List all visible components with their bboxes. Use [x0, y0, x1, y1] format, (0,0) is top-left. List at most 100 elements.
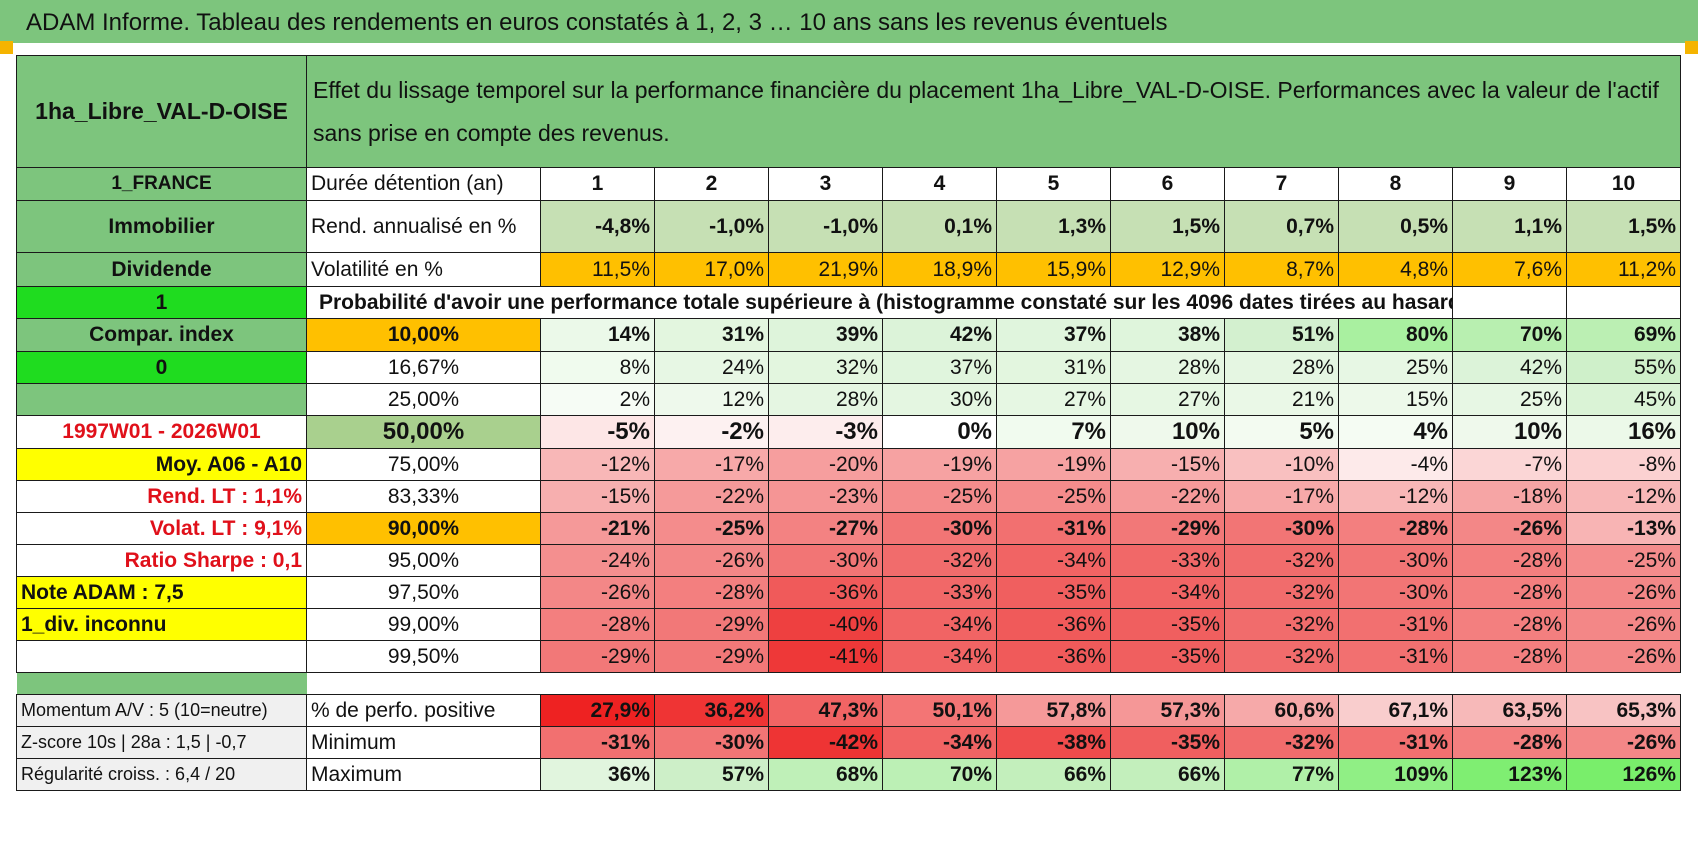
probability-cell: -40% — [768, 608, 883, 641]
stat-cell: 126% — [1565, 758, 1682, 791]
volatility-cell: 21,9% — [768, 252, 883, 287]
probability-cell: -34% — [882, 640, 997, 673]
sharpe-ratio-label: Ratio Sharpe : 0,1 — [16, 544, 307, 577]
probability-cell: -12% — [1338, 480, 1453, 513]
probability-cell: -31% — [996, 512, 1111, 545]
probability-cell: 0% — [882, 415, 997, 449]
stat-cell: 57,8% — [996, 694, 1111, 727]
threshold-cell: 16,67% — [306, 351, 541, 384]
stat-cell: -28% — [1452, 726, 1567, 759]
probability-cell: 37% — [882, 351, 997, 384]
threshold-cell: 99,00% — [306, 608, 541, 641]
probability-cell: -29% — [1110, 512, 1225, 545]
probability-cell: -13% — [1565, 512, 1682, 545]
probability-cell: -31% — [1338, 608, 1453, 641]
probability-cell: 31% — [654, 318, 769, 352]
probability-cell: -23% — [768, 480, 883, 513]
probability-cell: -17% — [654, 448, 769, 481]
threshold-cell: 83,33% — [306, 480, 541, 513]
probability-cell: -28% — [1338, 512, 1453, 545]
probability-cell: -8% — [1565, 448, 1682, 481]
stat-cell: 57% — [654, 758, 769, 791]
probability-cell: 21% — [1224, 383, 1339, 416]
annual-return-cell: 0,1% — [882, 200, 997, 253]
probability-cell: -31% — [1338, 640, 1453, 673]
probability-cell: 55% — [1565, 351, 1682, 384]
probability-cell: -36% — [996, 608, 1111, 641]
probability-cell: -10% — [1224, 448, 1339, 481]
year-header: 5 — [996, 167, 1111, 201]
stat-label: Maximum — [306, 758, 541, 791]
probability-cell: 37% — [996, 318, 1111, 352]
threshold-cell: 99,50% — [306, 640, 541, 673]
stat-cell: 67,1% — [1338, 694, 1453, 727]
volatility-cell: 17,0% — [654, 252, 769, 287]
stat-cell: -31% — [1338, 726, 1453, 759]
volatility-cell: 18,9% — [882, 252, 997, 287]
period-label: 1997W01 - 2026W01 — [16, 415, 307, 449]
stat-cell: -30% — [654, 726, 769, 759]
probability-cell: -35% — [1110, 608, 1225, 641]
average-label: Moy. A06 - A10 — [16, 448, 307, 481]
probability-cell: 5% — [1224, 415, 1339, 449]
probability-cell: -5% — [540, 415, 655, 449]
probability-cell: -4% — [1338, 448, 1453, 481]
probability-cell: -34% — [996, 544, 1111, 577]
probability-cell: -26% — [540, 576, 655, 609]
asset-name: 1ha_Libre_VAL-D-OISE — [16, 55, 307, 168]
probability-cell: 27% — [1110, 383, 1225, 416]
indicator-label: Régularité croiss. : 6,4 / 20 — [16, 758, 307, 791]
volatility-label: Volatilité en % — [306, 252, 541, 287]
probability-cell: -22% — [654, 480, 769, 513]
year-header: 1 — [540, 167, 655, 201]
stat-cell: 60,6% — [1224, 694, 1339, 727]
probability-cell: 25% — [1452, 383, 1567, 416]
probability-cell: -32% — [1224, 544, 1339, 577]
stat-cell: 36,2% — [654, 694, 769, 727]
stat-cell: 27,9% — [540, 694, 655, 727]
probability-cell: -22% — [1110, 480, 1225, 513]
probability-cell: -36% — [996, 640, 1111, 673]
probability-cell: -34% — [1110, 576, 1225, 609]
probability-cell: -2% — [654, 415, 769, 449]
blank-label — [16, 383, 307, 416]
probability-cell: -20% — [768, 448, 883, 481]
probability-cell: -26% — [654, 544, 769, 577]
annual-return-cell: 1,5% — [1565, 200, 1682, 253]
volatility-cell: 15,9% — [996, 252, 1111, 287]
probability-cell: 31% — [996, 351, 1111, 384]
stat-cell: 50,1% — [882, 694, 997, 727]
probability-cell: -29% — [540, 640, 655, 673]
annual-return-label: Rend. annualisé en % — [306, 200, 541, 253]
probability-cell: 16% — [1565, 415, 1682, 449]
probability-cell: 32% — [768, 351, 883, 384]
probability-cell: -15% — [540, 480, 655, 513]
probability-cell: -26% — [1565, 576, 1682, 609]
stat-label: % de perfo. positive — [306, 694, 541, 727]
stat-cell: 77% — [1224, 758, 1339, 791]
stat-cell: 70% — [882, 758, 997, 791]
probability-cell: -28% — [540, 608, 655, 641]
probability-cell: 28% — [1110, 351, 1225, 384]
compar-index-label: Compar. index — [16, 318, 307, 352]
annual-return-cell: 1,5% — [1110, 200, 1225, 253]
year-header: 3 — [768, 167, 883, 201]
probability-cell: 30% — [882, 383, 997, 416]
probability-cell: -28% — [1452, 544, 1567, 577]
probability-cell: 10% — [1110, 415, 1225, 449]
probability-cell: 42% — [1452, 351, 1567, 384]
stat-cell: -38% — [996, 726, 1111, 759]
category-label: Immobilier — [16, 200, 307, 253]
probability-cell: 42% — [882, 318, 997, 352]
probability-cell: -30% — [882, 512, 997, 545]
stat-cell: 109% — [1338, 758, 1453, 791]
probability-cell: -29% — [654, 640, 769, 673]
probability-cell: -12% — [540, 448, 655, 481]
threshold-cell: 95,00% — [306, 544, 541, 577]
probability-cell: 45% — [1565, 383, 1682, 416]
probability-cell: -25% — [996, 480, 1111, 513]
probability-cell: -28% — [1452, 640, 1567, 673]
corner-marker-left — [0, 41, 13, 54]
stat-cell: -26% — [1565, 726, 1682, 759]
probability-cell: 39% — [768, 318, 883, 352]
